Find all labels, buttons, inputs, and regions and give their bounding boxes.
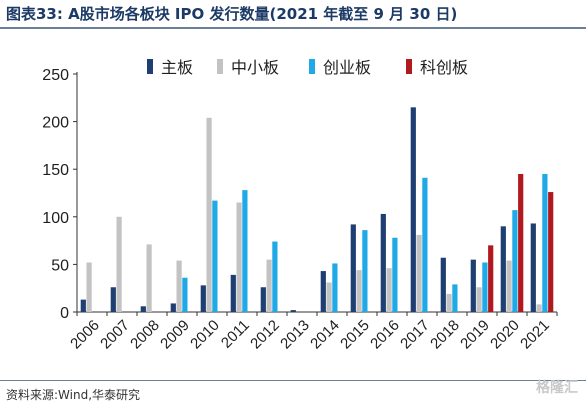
bar-科创板-2021 — [548, 192, 554, 312]
source-note: 资料来源:Wind,华泰研究 — [6, 388, 141, 402]
x-tick-label: 2008 — [127, 317, 163, 353]
bar-科创板-2019 — [488, 245, 494, 312]
bar-中小板-2017 — [416, 234, 422, 312]
bar-中小板-2007 — [116, 216, 122, 312]
x-tick-label: 2013 — [277, 317, 313, 353]
y-tick-label: 100 — [42, 210, 69, 227]
bar-创业板-2014 — [332, 263, 338, 312]
bar-主板-2021 — [530, 223, 536, 312]
bar-主板-2015 — [350, 224, 356, 312]
x-tick-label: 2006 — [67, 317, 103, 353]
bar-主板-2010 — [200, 285, 206, 312]
x-tick-label: 2007 — [97, 317, 133, 353]
bar-主板-2012 — [260, 287, 266, 312]
y-tick-label: 200 — [42, 115, 69, 132]
bar-主板-2016 — [380, 213, 386, 312]
bar-主板-2019 — [470, 259, 476, 312]
bar-创业板-2021 — [542, 173, 548, 312]
bar-主板-2018 — [440, 257, 446, 312]
legend-label-主板: 主板 — [161, 58, 193, 77]
bar-中小板-2010 — [206, 117, 212, 313]
bar-创业板-2017 — [422, 177, 428, 312]
bar-创业板-2011 — [242, 190, 248, 312]
bar-中小板-2008 — [146, 244, 152, 312]
bar-中小板-2014 — [326, 282, 332, 312]
y-tick-label: 150 — [42, 162, 69, 179]
legend-label-创业板: 创业板 — [323, 58, 371, 77]
bar-中小板-2021 — [536, 304, 542, 312]
bar-创业板-2019 — [482, 262, 488, 312]
bar-主板-2017 — [410, 107, 416, 312]
watermark-logo: 格隆汇 — [536, 380, 578, 396]
x-tick-label: 2012 — [247, 317, 283, 353]
y-tick-label: 0 — [60, 305, 69, 322]
bar-创业板-2012 — [272, 241, 278, 312]
x-tick-label: 2009 — [157, 317, 193, 353]
bar-主板-2011 — [230, 274, 236, 312]
bar-中小板-2020 — [506, 260, 512, 312]
ipo-bar-chart: 0501001502002502006200720082009201020112… — [42, 58, 558, 353]
bar-中小板-2016 — [386, 268, 392, 312]
bar-中小板-2012 — [266, 259, 272, 312]
legend-label-科创板: 科创板 — [420, 58, 468, 77]
legend-swatch-科创板 — [406, 59, 412, 74]
y-tick-label: 50 — [51, 257, 69, 274]
legend-swatch-中小板 — [217, 59, 223, 74]
bar-中小板-2019 — [476, 287, 482, 312]
legend-label-中小板: 中小板 — [231, 58, 279, 77]
x-tick-label: 2015 — [337, 317, 373, 353]
bar-创业板-2010 — [212, 200, 218, 312]
bar-主板-2020 — [500, 226, 506, 312]
bar-中小板-2018 — [446, 293, 452, 312]
chart-title: 图表33: A股市场各板块 IPO 发行数量(2021 年截至 9 月 30 日… — [6, 5, 458, 23]
x-tick-label: 2016 — [367, 317, 403, 353]
bar-创业板-2020 — [512, 210, 518, 312]
x-tick-label: 2010 — [187, 317, 223, 353]
bar-创业板-2016 — [392, 237, 398, 312]
bar-主板-2014 — [320, 271, 326, 312]
bar-中小板-2009 — [176, 260, 182, 312]
bar-中小板-2011 — [236, 202, 242, 312]
title-rule — [0, 27, 586, 29]
x-tick-label: 2018 — [427, 317, 463, 353]
bar-创业板-2009 — [182, 277, 188, 312]
bar-中小板-2006 — [86, 262, 92, 312]
x-tick-label: 2020 — [487, 317, 523, 353]
x-tick-label: 2014 — [307, 317, 343, 353]
bar-中小板-2015 — [356, 270, 362, 312]
legend-swatch-主板 — [147, 59, 153, 74]
legend-swatch-创业板 — [309, 59, 315, 74]
bar-科创板-2020 — [518, 173, 524, 312]
y-tick-label: 250 — [42, 67, 69, 84]
bar-主板-2013 — [290, 310, 296, 312]
x-tick-label: 2021 — [517, 317, 553, 353]
bar-主板-2007 — [110, 287, 116, 312]
x-tick-label: 2017 — [397, 317, 433, 353]
source-rule — [0, 380, 586, 381]
bar-主板-2009 — [170, 303, 176, 312]
x-tick-label: 2011 — [218, 317, 253, 352]
bar-主板-2008 — [140, 306, 146, 312]
x-tick-label: 2019 — [457, 317, 493, 353]
bar-主板-2006 — [80, 299, 86, 312]
bar-创业板-2015 — [362, 230, 368, 312]
bar-创业板-2018 — [452, 284, 458, 312]
